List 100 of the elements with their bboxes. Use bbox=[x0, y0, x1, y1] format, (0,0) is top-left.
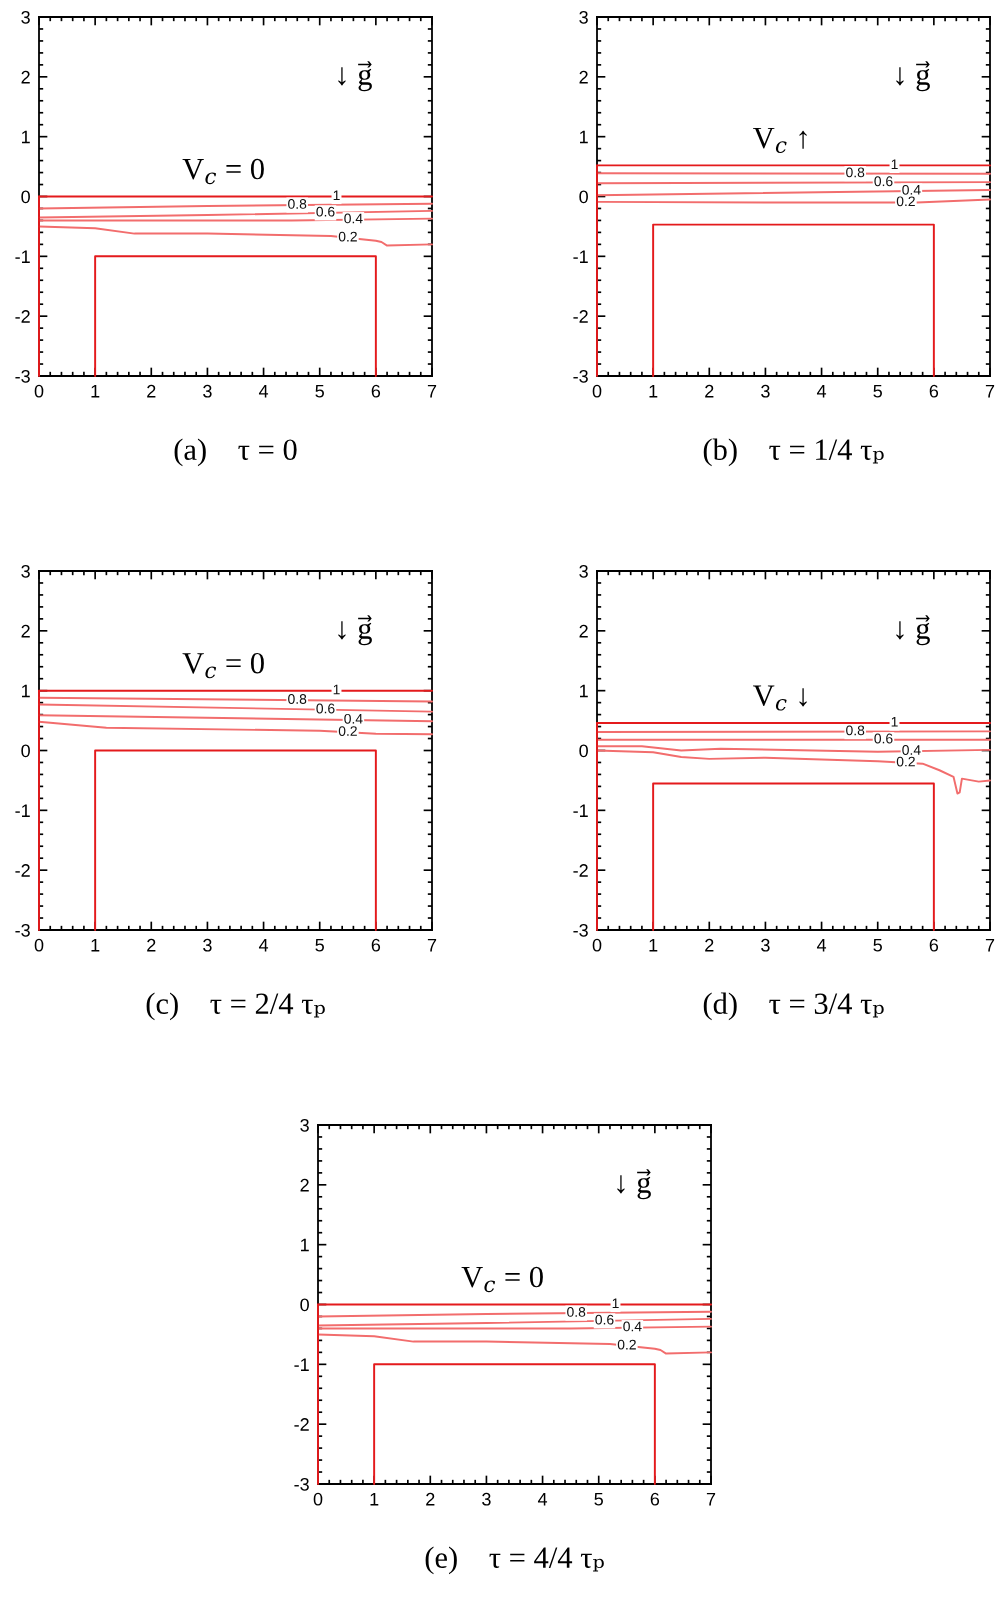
x-tick-label: 1 bbox=[649, 385, 658, 398]
y-tick-label: 1 bbox=[22, 684, 30, 698]
y-tick-label: 3 bbox=[579, 564, 588, 578]
y-tick-label: -3 bbox=[573, 923, 588, 937]
x-tick-label: 5 bbox=[315, 385, 324, 398]
x-tick-label: 4 bbox=[537, 1493, 548, 1506]
x-tick-label: 0 bbox=[34, 938, 44, 952]
y-tick-label: 0 bbox=[579, 190, 588, 204]
y-tick-label: -3 bbox=[15, 923, 30, 937]
series-label: 0.4 bbox=[902, 184, 921, 195]
y-tick-label: 1 bbox=[301, 1238, 309, 1252]
x-tick-label: 7 bbox=[706, 1493, 716, 1506]
y-tick-label: 1 bbox=[580, 684, 588, 698]
x-tick-label: 5 bbox=[873, 385, 882, 398]
x-tick-label: 4 bbox=[258, 385, 269, 398]
series-label: 0.8 bbox=[567, 1307, 586, 1317]
y-tick-label: 2 bbox=[21, 624, 30, 638]
series-label: 0.2 bbox=[617, 1339, 636, 1350]
x-tick-label: 6 bbox=[371, 938, 381, 952]
series-label: 1 bbox=[891, 159, 898, 169]
x-tick-label: 2 bbox=[705, 938, 714, 952]
series-label: 0.4 bbox=[344, 713, 363, 724]
annotation: V$_{c}$ = 0 bbox=[461, 1266, 543, 1293]
text: (e) τ = 4/4 τₚ bbox=[425, 1546, 604, 1575]
series-label: 0.6 bbox=[874, 733, 893, 744]
y-tick-label: -3 bbox=[294, 1477, 309, 1491]
series-label: 0.4 bbox=[902, 745, 921, 755]
text: (d) τ = 3/4 τₚ bbox=[703, 992, 884, 1021]
x-tick-label: 1 bbox=[370, 1493, 379, 1506]
x-tick-label: 3 bbox=[203, 384, 212, 398]
y-tick-label: -1 bbox=[573, 804, 588, 817]
y-tick-label: 0 bbox=[21, 744, 30, 758]
y-tick-label: 0 bbox=[579, 744, 588, 758]
x-tick-label: 3 bbox=[761, 938, 770, 952]
x-tick-label: 7 bbox=[427, 939, 437, 952]
annotation: ↓ g⃗ bbox=[896, 615, 930, 646]
series-label: 1 bbox=[891, 717, 898, 727]
y-tick-label: -2 bbox=[573, 864, 588, 877]
annotation: V$_{c}$ = 0 bbox=[182, 652, 264, 679]
x-tick-label: 3 bbox=[761, 384, 770, 398]
y-tick-label: -1 bbox=[573, 250, 588, 263]
x-tick-label: 7 bbox=[985, 385, 995, 398]
annotation: V$_{c}$ ↑ bbox=[753, 127, 807, 154]
series-label: 1 bbox=[333, 684, 340, 695]
x-tick-label: 3 bbox=[203, 938, 212, 952]
y-tick-label: -2 bbox=[294, 1418, 309, 1431]
y-tick-label: 2 bbox=[579, 624, 588, 638]
series-label: 0.2 bbox=[338, 231, 357, 242]
annotation: V$_{c}$ = 0 bbox=[182, 158, 264, 185]
text: (c) τ = 2/4 τₚ bbox=[146, 992, 325, 1021]
x-tick-label: 7 bbox=[427, 385, 437, 398]
y-tick-label: -1 bbox=[15, 250, 30, 263]
annotation: ↓ g⃗ bbox=[338, 61, 372, 92]
series-label: 0.6 bbox=[316, 206, 335, 217]
y-tick-label: 3 bbox=[21, 10, 30, 24]
y-tick-label: 1 bbox=[22, 130, 30, 144]
y-tick-label: -1 bbox=[15, 804, 30, 817]
y-tick-label: -2 bbox=[573, 310, 588, 323]
x-tick-label: 3 bbox=[482, 1492, 491, 1506]
x-tick-label: 5 bbox=[873, 939, 882, 952]
text: (b) τ = 1/4 τₚ bbox=[703, 438, 884, 467]
y-tick-label: 0 bbox=[300, 1298, 309, 1312]
annotation: ↓ g⃗ bbox=[617, 1169, 651, 1200]
x-tick-label: 6 bbox=[371, 384, 381, 398]
x-tick-label: 1 bbox=[91, 385, 100, 398]
x-tick-label: 1 bbox=[649, 939, 658, 952]
series-label: 0.6 bbox=[595, 1314, 614, 1325]
x-tick-label: 6 bbox=[650, 1492, 660, 1506]
y-tick-label: 3 bbox=[300, 1118, 309, 1132]
x-tick-label: 6 bbox=[929, 938, 939, 952]
x-tick-label: 2 bbox=[705, 384, 714, 398]
y-tick-label: 2 bbox=[21, 70, 30, 84]
series-label: 1 bbox=[612, 1298, 619, 1309]
series-label: 0.8 bbox=[288, 199, 307, 209]
series-label: 0.2 bbox=[896, 196, 915, 207]
text: (a) τ = 0 bbox=[174, 438, 297, 467]
y-tick-label: 1 bbox=[580, 130, 588, 144]
y-tick-label: -2 bbox=[15, 864, 30, 877]
y-tick-label: -2 bbox=[15, 310, 30, 323]
x-tick-label: 6 bbox=[929, 384, 939, 398]
annotation: ↓ g⃗ bbox=[896, 61, 930, 92]
series-label: 0.8 bbox=[846, 725, 865, 736]
series-label: 0.8 bbox=[846, 167, 865, 178]
y-tick-label: -3 bbox=[15, 369, 30, 383]
series-label: 1 bbox=[333, 190, 340, 201]
series-label: 0.2 bbox=[896, 756, 915, 767]
x-tick-label: 7 bbox=[985, 939, 995, 952]
x-tick-label: 5 bbox=[315, 939, 324, 952]
series-label: 0.8 bbox=[288, 694, 307, 704]
annotation: V$_{c}$ ↓ bbox=[753, 685, 807, 711]
y-tick-label: 3 bbox=[579, 10, 588, 24]
series-label: 0.4 bbox=[623, 1321, 642, 1332]
x-tick-label: 0 bbox=[313, 1492, 323, 1506]
y-tick-label: 2 bbox=[300, 1178, 309, 1192]
series-label: 0.2 bbox=[338, 726, 357, 736]
x-tick-label: 5 bbox=[594, 1493, 603, 1506]
x-tick-label: 4 bbox=[816, 385, 827, 398]
x-tick-label: 0 bbox=[592, 384, 602, 398]
x-tick-label: 0 bbox=[592, 938, 602, 952]
series-label: 0.4 bbox=[344, 213, 363, 224]
